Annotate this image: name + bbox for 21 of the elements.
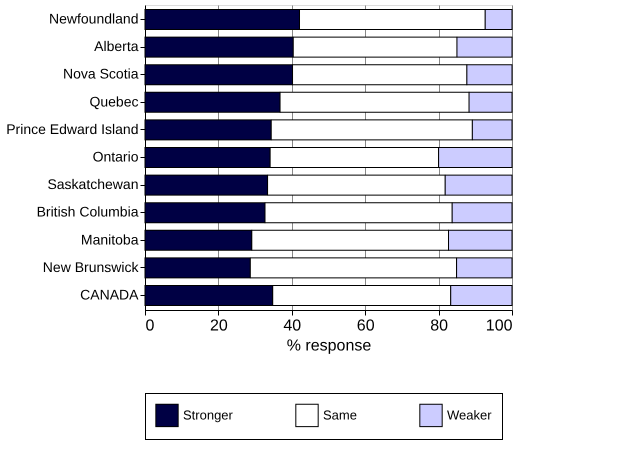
y-tick-label: Prince Edward Island (6, 120, 138, 137)
x-tick-label: 80 (430, 318, 448, 334)
y-tick-label: Newfoundland (48, 10, 138, 26)
legend-label: Stronger (183, 407, 234, 422)
y-tick-label: Ontario (92, 148, 139, 164)
x-tick-label: 60 (356, 318, 375, 334)
y-tick-label: Nova Scotia (63, 66, 139, 82)
y-tick-label: Alberta (94, 38, 139, 54)
x-tick-label: 100 (486, 318, 513, 334)
legend-label: Weaker (447, 407, 492, 422)
y-tick-label: British Columbia (36, 204, 139, 220)
y-tick-label: CANADA (80, 286, 140, 303)
y-tick-label: Quebec (89, 93, 138, 110)
x-tick-label: 40 (283, 318, 302, 334)
x-tick-label: 20 (210, 318, 228, 334)
y-tick-label: New Brunswick (42, 258, 140, 275)
x-tick-label: 0 (146, 318, 154, 334)
y-tick-label: Saskatchewan (47, 176, 138, 192)
x-axis-title: % response (286, 338, 372, 354)
y-tick-label: Manitoba (80, 231, 139, 248)
legend-label: Same (323, 407, 357, 422)
